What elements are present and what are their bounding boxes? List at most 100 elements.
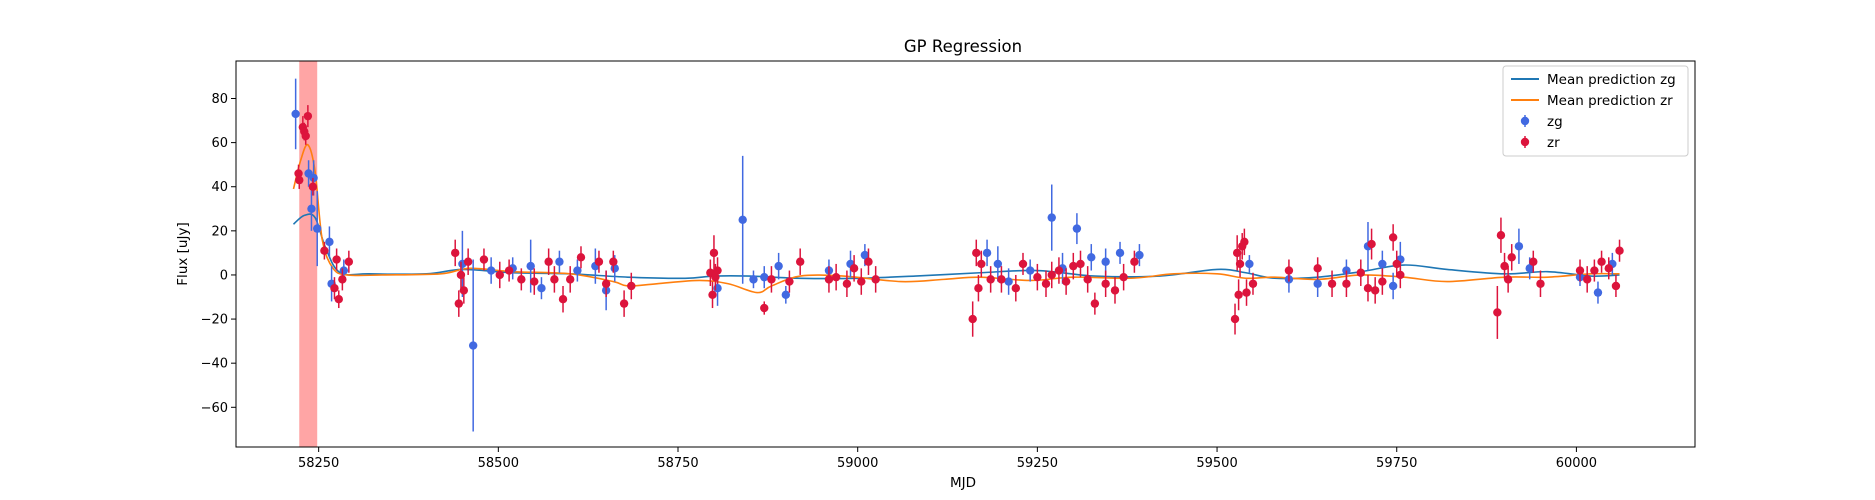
data-point-zr — [1230, 303, 1240, 335]
data-point-zr — [479, 248, 489, 271]
data-point-zr — [1529, 250, 1538, 273]
data-point-zr — [451, 239, 460, 267]
x-axis-label: MJD — [950, 475, 976, 491]
data-point-zg — [993, 246, 1003, 282]
x-tick-label: 58500 — [478, 456, 519, 471]
data-point-zr — [795, 248, 805, 275]
data-point-zg — [573, 259, 582, 282]
data-point-zr — [1234, 279, 1243, 311]
data-point-zr — [871, 266, 880, 293]
data-point-zr — [320, 241, 329, 260]
data-point-zr — [864, 248, 873, 275]
data-point-zr — [1342, 270, 1351, 298]
data-point-zg — [1072, 213, 1082, 245]
data-point-zr — [1597, 250, 1606, 273]
x-axis: 58250 58500 58750 59000 59250 59500 59750 60000 — [298, 447, 1597, 471]
data-point-zr — [456, 261, 466, 289]
data-point-zr — [997, 266, 1006, 293]
legend-box — [1502, 65, 1689, 157]
data-point-zr — [831, 263, 841, 291]
data-point-zr — [1378, 268, 1387, 295]
legend-item: Mean prediction zg — [1511, 72, 1676, 88]
data-point-zr — [972, 239, 981, 267]
data-point-zr — [1242, 279, 1251, 306]
x-tick-label: 58750 — [657, 456, 698, 471]
y-tick-label: 20 — [211, 224, 228, 239]
y-tick-label: −60 — [201, 401, 228, 416]
data-point-zr — [1018, 252, 1028, 275]
data-point-zg — [1514, 228, 1524, 264]
data-point-zg — [982, 239, 992, 267]
data-point-zr — [977, 250, 986, 278]
x-tick-label: 59500 — [1196, 456, 1237, 471]
data-point-zr — [1240, 228, 1249, 256]
data-point-zr — [495, 261, 504, 289]
y-tick-label: 60 — [211, 136, 228, 151]
data-point-zr — [1507, 244, 1516, 271]
data-point-zr — [1083, 266, 1092, 293]
data-point-zr — [708, 281, 717, 309]
data-point-zr — [1388, 224, 1398, 251]
data-point-zg — [774, 252, 783, 280]
data-point-zg — [1004, 268, 1013, 295]
data-point-zg — [1245, 255, 1254, 273]
data-point-zr — [566, 266, 575, 293]
data-point-zg — [486, 257, 496, 284]
chart-title: GP Regression — [904, 37, 1022, 56]
data-point-zr — [1356, 259, 1365, 286]
data-point-zr — [1047, 261, 1056, 289]
data-point-zg — [1388, 272, 1398, 300]
data-point-zr — [459, 277, 469, 304]
data-point-zr — [1392, 250, 1401, 278]
data-point-zr — [785, 270, 794, 293]
data-point-zr — [295, 171, 304, 189]
y-tick-label: −40 — [201, 357, 228, 372]
data-point-zr — [1367, 228, 1376, 260]
data-point-zr — [1500, 252, 1509, 280]
data-point-zg — [1135, 244, 1144, 267]
x-tick-label: 59750 — [1376, 456, 1417, 471]
data-point-zr — [968, 301, 977, 337]
data-point-zr — [308, 177, 318, 196]
data-point-zr — [463, 248, 473, 275]
legend-label: Mean prediction zr — [1547, 93, 1673, 109]
data-point-zg — [738, 155, 747, 284]
data-point-zg — [1115, 241, 1125, 264]
legend-label: zr — [1547, 135, 1560, 151]
data-point-zr — [334, 290, 343, 309]
y-tick-label: −20 — [201, 313, 228, 328]
data-point-zr — [1575, 259, 1585, 282]
data-point-zg — [555, 250, 564, 273]
data-point-zr — [1119, 263, 1128, 291]
data-point-zr — [594, 250, 604, 273]
data-point-zg — [1025, 259, 1035, 282]
data-point-zr — [1054, 257, 1064, 284]
data-point-zr — [986, 266, 995, 293]
data-point-zg — [468, 259, 478, 432]
data-point-zr — [1590, 259, 1599, 282]
data-point-zr — [576, 246, 586, 269]
data-point-zr — [1061, 268, 1071, 295]
data-point-zg — [526, 239, 535, 293]
x-tick-label: 59000 — [837, 456, 878, 471]
x-tick-label: 59250 — [1017, 456, 1058, 471]
y-tick-label: 0 — [220, 268, 228, 283]
data-point-zr — [1615, 239, 1624, 262]
data-point-zg — [291, 78, 300, 150]
data-point-zg — [1047, 184, 1056, 251]
data-point-zg — [1087, 244, 1096, 271]
data-point-zr — [330, 277, 339, 300]
data-point-zr — [332, 248, 341, 271]
data-point-zr — [1496, 217, 1506, 253]
data-point-zg — [313, 191, 322, 267]
data-point-zr — [1313, 257, 1322, 280]
y-axis: −60 −40 −20 0 20 40 60 80 — [201, 92, 236, 416]
data-point-zr — [713, 257, 722, 284]
data-point-zr — [1033, 263, 1042, 291]
data-point-zr — [601, 270, 611, 298]
x-tick-label: 58250 — [298, 456, 339, 471]
legend-item: zr — [1520, 135, 1560, 151]
x-tick-label: 60000 — [1556, 456, 1597, 471]
data-point-zr — [1536, 270, 1545, 298]
